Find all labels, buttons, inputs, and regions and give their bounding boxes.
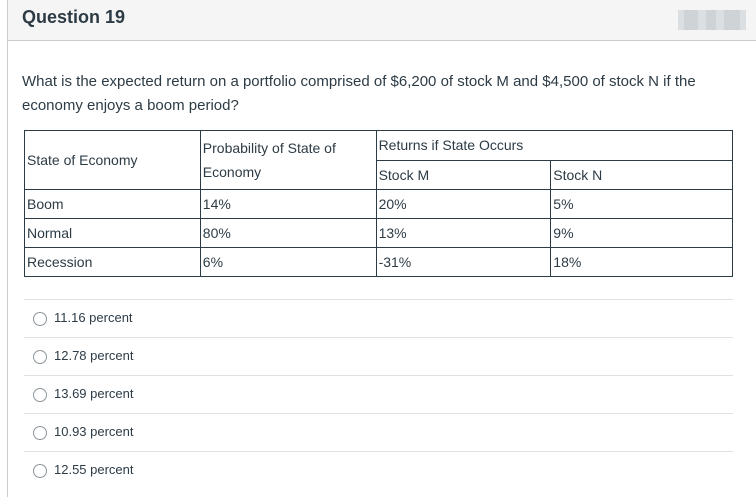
header-stock-m: Stock M [375, 159, 552, 190]
points-placeholder [678, 10, 746, 30]
answer-option[interactable]: 13.69 percent [24, 375, 733, 413]
header-probability: Probability of State of Economy [199, 130, 377, 190]
answer-option[interactable]: 10.93 percent [24, 413, 733, 451]
cell-state: Boom [24, 189, 201, 219]
returns-table: State of Economy Probability of State of… [24, 130, 734, 277]
answer-label[interactable]: 13.69 percent [54, 386, 134, 401]
answer-label[interactable]: 10.93 percent [54, 424, 134, 439]
cell-state: Normal [24, 218, 201, 248]
cell-stock-m: -31% [375, 247, 552, 277]
cell-state: Recession [24, 247, 201, 277]
question-title: Question 19 [22, 7, 126, 27]
table-row: Normal 80% 13% 9% [24, 218, 733, 248]
header-state: State of Economy [24, 130, 201, 190]
table-row: Boom 14% 20% 5% [24, 189, 733, 219]
radio-button[interactable] [33, 350, 47, 364]
answer-label[interactable]: 11.16 percent [54, 310, 133, 325]
answer-option[interactable]: 11.16 percent [24, 299, 733, 337]
question-header: Question 19 [8, 0, 756, 41]
header-returns: Returns if State Occurs [375, 130, 734, 161]
header-stock-n: Stock N [550, 159, 733, 190]
cell-stock-m: 13% [375, 218, 552, 248]
answer-label[interactable]: 12.55 percent [54, 462, 134, 477]
radio-button[interactable] [33, 464, 47, 478]
cell-probability: 6% [199, 247, 377, 277]
table-row: Recession 6% -31% 18% [24, 247, 733, 277]
radio-button[interactable] [33, 426, 47, 440]
cell-stock-m: 20% [375, 189, 552, 219]
cell-stock-n: 9% [550, 218, 733, 248]
radio-button[interactable] [33, 312, 47, 326]
cell-stock-n: 18% [550, 247, 733, 277]
question-card: Question 19 What is the expected return … [7, 0, 756, 497]
table-header-row: State of Economy Probability of State of… [24, 130, 734, 190]
cell-probability: 80% [199, 218, 377, 248]
table-subheader-row: Stock M Stock N [25, 159, 733, 190]
answer-option[interactable]: 12.78 percent [24, 337, 733, 375]
question-text: What is the expected return on a portfol… [22, 73, 696, 114]
answer-list: 11.16 percent 12.78 percent 13.69 percen… [24, 299, 733, 489]
answer-option[interactable]: 12.55 percent [24, 451, 733, 489]
radio-button[interactable] [33, 388, 47, 402]
cell-stock-n: 5% [550, 189, 733, 219]
cell-probability: 14% [199, 189, 377, 219]
answer-label[interactable]: 12.78 percent [54, 348, 134, 363]
